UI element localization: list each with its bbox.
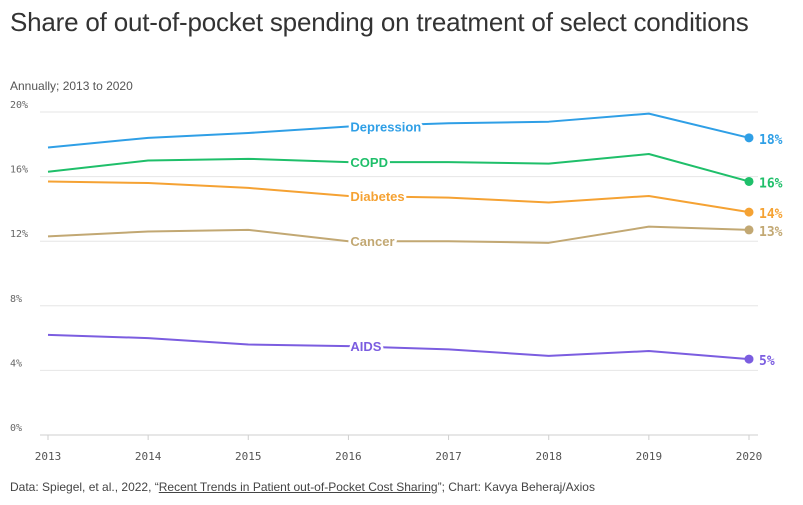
series-label-halo-diabetes: Diabetes [350, 189, 404, 204]
y-tick-label: 4% [10, 358, 22, 369]
x-tick-label: 2016 [335, 450, 362, 463]
end-label-depression: 18% [759, 133, 783, 148]
x-tick-label: 2014 [135, 450, 162, 463]
x-tick-label: 2018 [535, 450, 562, 463]
x-tick-label: 2020 [736, 450, 763, 463]
x-tick-label: 2013 [35, 450, 62, 463]
series-line-depression [47, 112, 750, 149]
series-label-halo-cancer: Cancer [350, 234, 394, 249]
series-line-aids [47, 333, 750, 361]
source-link[interactable]: Recent Trends in Patient out-of-Pocket C… [158, 480, 438, 494]
chart-subtitle: Annually; 2013 to 2020 [10, 79, 133, 93]
x-tick-label: 2015 [235, 450, 262, 463]
end-label-cancer: 13% [759, 225, 783, 240]
end-label-diabetes: 14% [759, 207, 783, 222]
series-label-cancer: Cancer [350, 234, 394, 249]
source-footer: Data: Spiegel, et al., 2022, “Recent Tre… [10, 480, 595, 494]
y-tick-label: 12% [10, 229, 28, 240]
series-label-diabetes: Diabetes [350, 189, 404, 204]
series-label-aids: AIDS [350, 339, 381, 354]
footer-suffix: ”; Chart: Kavya Beheraj/Axios [437, 480, 595, 494]
end-label-copd: 16% [759, 176, 783, 191]
footer-prefix: Data: Spiegel, et al., 2022, “ [10, 480, 159, 494]
series-label-halo-depression: Depression [350, 120, 421, 135]
series-label-halo-aids: AIDS [350, 339, 381, 354]
series-lines [47, 112, 754, 364]
series-label-copd: COPD [350, 155, 388, 170]
axes: 0% 4% 8% 12% 16% 20% 2013 2014 2015 2016 2017 2018 2… [10, 100, 762, 463]
end-point-cancer [744, 225, 754, 235]
chart-title: Share of out-of-pocket spending on treat… [10, 7, 749, 37]
series-label-depression: Depression [350, 120, 421, 135]
grid-lines [40, 111, 758, 436]
series-line-copd [47, 152, 750, 183]
x-tick-label: 2017 [435, 450, 462, 463]
y-tick-label: 16% [10, 165, 28, 176]
series-label-halo-copd: COPD [350, 155, 388, 170]
series-line-cancer [47, 225, 750, 244]
end-point-aids [744, 354, 754, 364]
y-tick-label: 8% [10, 294, 22, 305]
end-point-diabetes [744, 207, 754, 217]
x-tick-label: 2019 [636, 450, 663, 463]
series-labels: 18%DepressionDepression16%COPDCOPD14%Dia… [348, 117, 783, 369]
series-line-diabetes [47, 180, 750, 214]
end-label-aids: 5% [759, 354, 775, 369]
y-tick-label: 20% [10, 100, 28, 111]
end-point-copd [744, 176, 754, 186]
y-tick-label: 0% [10, 423, 22, 434]
end-point-depression [744, 133, 754, 143]
